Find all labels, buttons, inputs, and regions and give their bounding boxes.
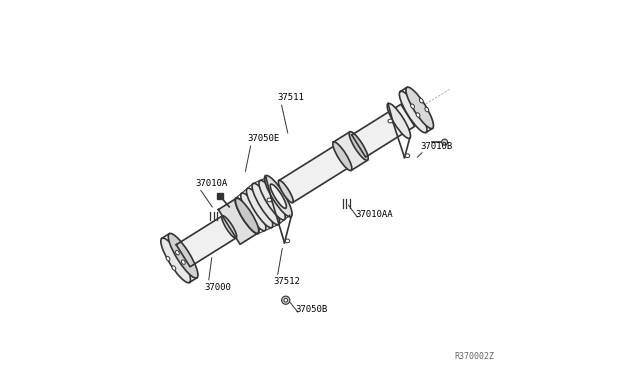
Ellipse shape	[235, 198, 259, 234]
Ellipse shape	[166, 256, 170, 261]
Ellipse shape	[270, 184, 287, 208]
Ellipse shape	[419, 99, 423, 103]
Ellipse shape	[252, 183, 280, 225]
Ellipse shape	[406, 87, 433, 129]
Ellipse shape	[259, 180, 285, 220]
Ellipse shape	[264, 176, 292, 217]
Ellipse shape	[442, 139, 447, 145]
Polygon shape	[279, 145, 349, 203]
Ellipse shape	[387, 103, 410, 138]
Ellipse shape	[349, 132, 368, 160]
Text: 37010B: 37010B	[420, 142, 452, 151]
Ellipse shape	[168, 233, 198, 278]
Ellipse shape	[236, 198, 259, 233]
Ellipse shape	[282, 296, 290, 304]
Text: 37512: 37512	[273, 277, 300, 286]
Ellipse shape	[284, 298, 287, 302]
Ellipse shape	[285, 239, 290, 243]
Ellipse shape	[222, 216, 237, 238]
Ellipse shape	[161, 238, 191, 283]
Ellipse shape	[172, 266, 176, 270]
Ellipse shape	[266, 177, 291, 215]
Polygon shape	[333, 132, 367, 170]
Polygon shape	[176, 216, 236, 267]
Ellipse shape	[175, 250, 179, 255]
Ellipse shape	[181, 260, 185, 264]
Ellipse shape	[278, 180, 293, 203]
Text: 37010A: 37010A	[195, 179, 228, 188]
Ellipse shape	[333, 142, 352, 171]
Ellipse shape	[411, 104, 415, 109]
Ellipse shape	[388, 119, 392, 123]
Text: 37511: 37511	[277, 93, 304, 102]
Text: 37010AA: 37010AA	[355, 211, 393, 219]
Polygon shape	[218, 198, 258, 244]
Ellipse shape	[416, 113, 420, 117]
Ellipse shape	[246, 188, 273, 228]
Text: 37050B: 37050B	[296, 305, 328, 314]
Ellipse shape	[399, 91, 427, 133]
Polygon shape	[352, 104, 415, 157]
Ellipse shape	[267, 198, 271, 202]
Text: 37000: 37000	[205, 283, 232, 292]
Ellipse shape	[405, 154, 410, 158]
Ellipse shape	[425, 107, 429, 112]
Text: R370002Z: R370002Z	[455, 352, 495, 361]
Ellipse shape	[241, 193, 266, 231]
Text: 37050E: 37050E	[248, 134, 280, 143]
